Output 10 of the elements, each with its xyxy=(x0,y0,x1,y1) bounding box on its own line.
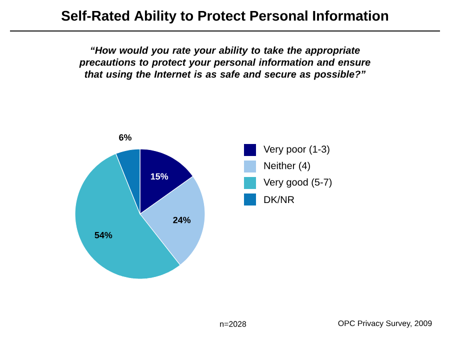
data-label: 24% xyxy=(173,216,191,224)
legend-label: Very good (5-7) xyxy=(264,178,332,188)
chart-subtitle: “How would you rate your ability to take the appropriate precautions to protect your personal information and ensure that using the Internet is as safe and secure as possible?” xyxy=(79,46,370,80)
chart-title: Self-Rated Ability to Protect Personal Information xyxy=(62,10,388,24)
legend-label: Neither (4) xyxy=(264,162,310,172)
data-label: 15% xyxy=(150,173,168,180)
legend-label: Very poor (1-3) xyxy=(264,145,330,155)
data-label: 54% xyxy=(94,232,112,238)
data-label: 6% xyxy=(119,134,132,141)
legend-label: DK/NR xyxy=(264,196,294,204)
